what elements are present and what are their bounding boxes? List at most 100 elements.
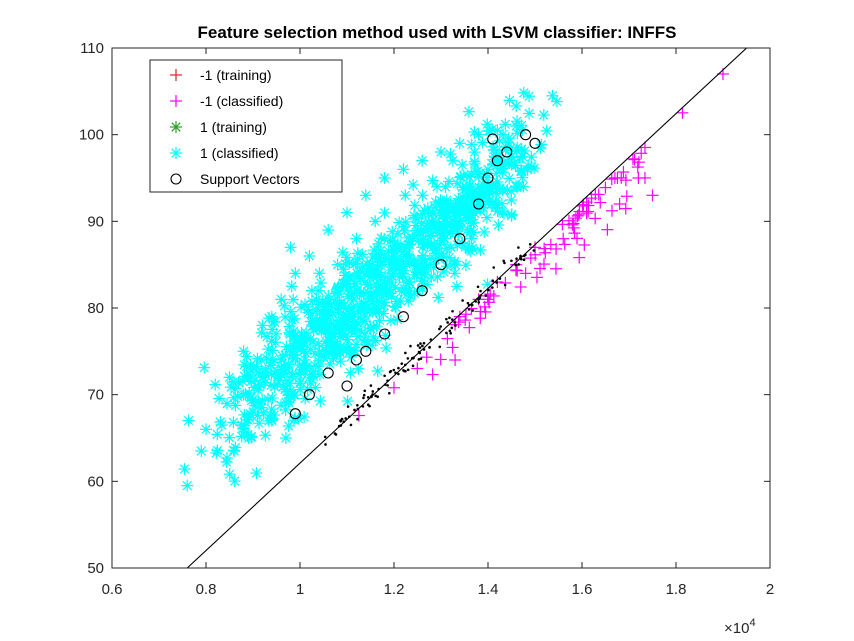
class-1-point xyxy=(314,276,327,289)
legend-marker-plus xyxy=(170,95,182,107)
class-1-point xyxy=(416,189,429,202)
class-1-point xyxy=(200,423,212,436)
boundary-dot xyxy=(323,435,327,439)
class-1-point xyxy=(275,293,288,306)
class-1-point xyxy=(402,295,415,308)
boundary-dot xyxy=(383,383,387,386)
class-1-point xyxy=(223,371,236,384)
class-minus1-point xyxy=(589,212,602,225)
boundary-dot xyxy=(386,384,389,387)
support-vector-point xyxy=(397,311,409,323)
class-1-point xyxy=(511,141,524,154)
boundary-dot xyxy=(510,259,513,263)
boundary-dot xyxy=(422,341,426,345)
class-minus1-point xyxy=(635,147,648,160)
class-1-point xyxy=(322,224,335,236)
boundary-dot xyxy=(412,356,415,360)
legend-label: -1 (training) xyxy=(200,67,272,83)
support-vector-point xyxy=(289,408,301,420)
class-1-point xyxy=(391,313,404,326)
class-1-point xyxy=(358,327,371,340)
class-1-point xyxy=(440,242,453,255)
class-1-point xyxy=(270,327,283,340)
class-1-point xyxy=(372,237,385,250)
class-1-point xyxy=(466,242,479,255)
class-1-point xyxy=(406,232,419,245)
class-1-point xyxy=(346,291,359,304)
class-1-point xyxy=(505,194,518,207)
boundary-dot xyxy=(479,289,482,293)
class-minus1-point xyxy=(352,409,365,422)
class-1-point xyxy=(287,351,300,364)
class-1-point xyxy=(460,201,473,214)
boundary-dot xyxy=(445,331,448,335)
class-1-point xyxy=(359,189,372,202)
class-1-point xyxy=(389,300,402,313)
class-1-point xyxy=(416,241,429,254)
class-1-point xyxy=(246,393,259,406)
class-1-point xyxy=(350,284,363,297)
x-exponent-base: ×10 xyxy=(724,620,749,637)
class-minus1-point xyxy=(571,232,584,245)
boundary-dot xyxy=(467,303,471,307)
class-minus1-point xyxy=(562,214,575,227)
class-1-point xyxy=(244,358,257,371)
class-1-point xyxy=(255,326,268,339)
class-minus1-point xyxy=(449,354,462,366)
class-1-point xyxy=(354,265,367,278)
class-1-point xyxy=(269,336,282,349)
boundary-dot xyxy=(503,283,507,287)
class-1-point xyxy=(456,181,469,194)
class-1-point xyxy=(399,215,412,228)
class-1-point xyxy=(314,394,327,407)
support-vector-point xyxy=(454,233,466,245)
boundary-dot xyxy=(487,288,490,292)
class-1-point xyxy=(515,164,528,177)
class-1-point xyxy=(213,392,226,405)
class-1-point xyxy=(322,297,335,310)
class-1-point xyxy=(462,105,475,118)
class-1-point xyxy=(229,399,242,412)
class-1-point xyxy=(429,196,442,209)
class-1-point xyxy=(227,391,240,404)
class-minus1-point xyxy=(453,310,466,323)
class-minus1-point xyxy=(537,258,550,271)
class-1-point xyxy=(350,232,363,245)
class-1-point xyxy=(314,305,327,318)
boundary-dot xyxy=(346,405,350,408)
class-1-point xyxy=(491,124,504,137)
support-vector-point xyxy=(501,146,513,158)
boundary-dot xyxy=(438,327,441,331)
class-1-point xyxy=(453,137,466,150)
support-vector-point xyxy=(473,198,485,210)
class-1-point xyxy=(435,234,448,247)
class-1-point xyxy=(366,270,379,283)
boundary-dot xyxy=(394,371,397,375)
class-1-point xyxy=(375,296,388,309)
class-1-point xyxy=(472,128,485,141)
class-1-point xyxy=(487,143,500,156)
class-1-point xyxy=(425,215,438,228)
class-minus1-point xyxy=(632,172,645,184)
class-1-point xyxy=(465,138,478,151)
class-1-point xyxy=(341,395,354,408)
boundary-dot xyxy=(344,417,348,420)
boundary-dot xyxy=(528,243,532,246)
class-1-point xyxy=(384,287,397,300)
class-1-point xyxy=(259,429,272,442)
class-minus1-point xyxy=(459,308,472,321)
y-tick-label: 90 xyxy=(87,213,104,230)
class-1-point xyxy=(264,412,277,425)
class-1-point xyxy=(256,319,269,332)
class-1-point xyxy=(356,260,369,273)
class-1-point xyxy=(537,109,550,122)
support-vector-point xyxy=(529,137,541,149)
boundary-dot xyxy=(387,391,391,395)
class-1-point xyxy=(354,311,367,324)
class-1-point xyxy=(431,270,444,283)
class-1-point xyxy=(474,243,487,256)
class-1-point xyxy=(540,124,553,137)
boundary-dot xyxy=(403,363,407,367)
class-1-point xyxy=(399,189,412,202)
support-vector-point xyxy=(350,354,362,366)
